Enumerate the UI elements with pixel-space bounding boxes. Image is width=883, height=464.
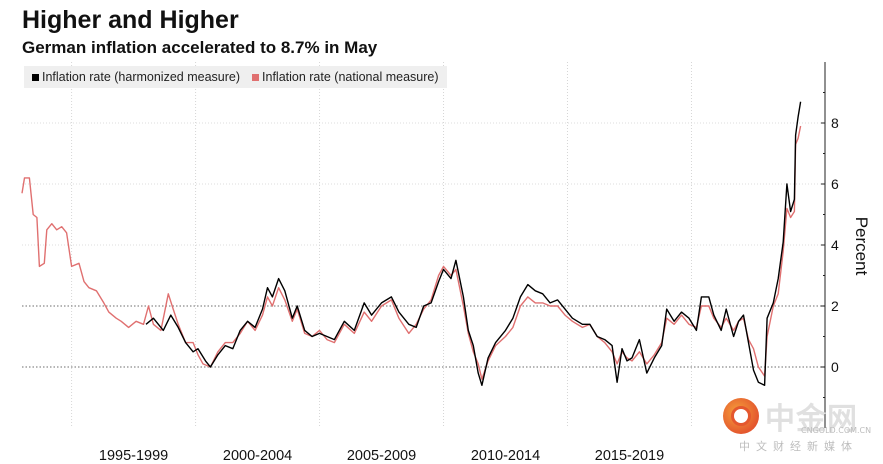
legend-swatch-harmonized bbox=[32, 73, 39, 81]
series-line-harmonized bbox=[145, 101, 802, 386]
cngold-watermark: 中金网 CNGOLD.COM.CN 中文财经新媒体 bbox=[721, 396, 871, 456]
watermark-tagline: 中文财经新媒体 bbox=[739, 440, 858, 453]
y-tick-label-0: 0 bbox=[831, 359, 839, 375]
chart-subtitle: German inflation accelerated to 8.7% in … bbox=[22, 38, 378, 57]
watermark-domain: CNGOLD.COM.CN bbox=[801, 426, 872, 435]
legend-item-national: Inflation rate (national measure) bbox=[252, 70, 439, 84]
x-tick-label-4: 2015-2019 bbox=[595, 448, 664, 464]
chart-title: Higher and Higher bbox=[22, 6, 239, 34]
reference-lines bbox=[22, 305, 825, 368]
y-tick-label-6: 6 bbox=[831, 176, 839, 192]
legend-item-harmonized: Inflation rate (harmonized measure) bbox=[32, 70, 240, 84]
x-tick-label-2: 2005-2009 bbox=[347, 448, 416, 464]
cngold-logo-icon bbox=[723, 398, 759, 434]
series-line-national bbox=[21, 125, 802, 380]
legend-label-national: Inflation rate (national measure) bbox=[262, 70, 439, 84]
x-tick-label-0: 1995-1999 bbox=[99, 448, 168, 464]
y-tick-label-8: 8 bbox=[831, 115, 839, 131]
legend-label-harmonized: Inflation rate (harmonized measure) bbox=[42, 70, 241, 84]
legend-swatch-national bbox=[252, 73, 260, 81]
series-lines bbox=[21, 101, 802, 386]
y-tick-label-4: 4 bbox=[831, 237, 839, 253]
y-axis-label: Percent bbox=[852, 217, 871, 276]
grid-lines bbox=[22, 122, 825, 246]
x-tick-label-1: 2000-2004 bbox=[223, 448, 292, 464]
y-axis: 0 2 4 6 8 bbox=[821, 62, 839, 428]
y-tick-label-2: 2 bbox=[831, 298, 839, 314]
x-tick-label-3: 2010-2014 bbox=[471, 448, 540, 464]
watermark-brand: 中金网 bbox=[765, 402, 858, 437]
x-axis-labels: 1995-1999 2000-2004 2005-2009 2010-2014 2015… bbox=[99, 448, 664, 464]
chart-legend: Inflation rate (harmonized measure) Infl… bbox=[24, 66, 447, 88]
